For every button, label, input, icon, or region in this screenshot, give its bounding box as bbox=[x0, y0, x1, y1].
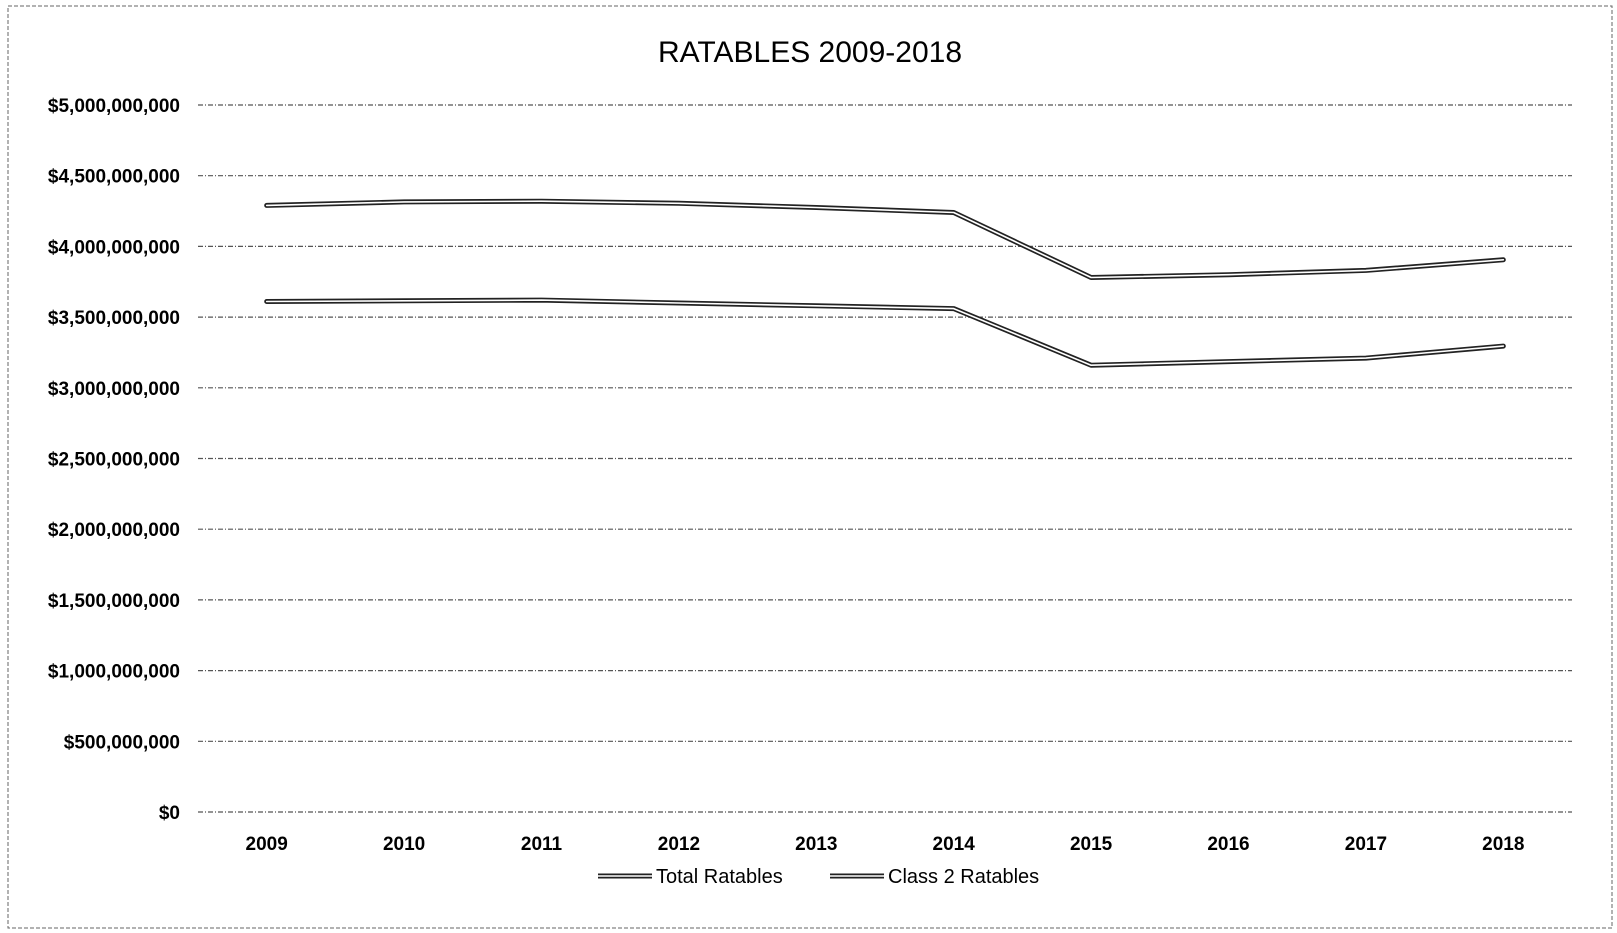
y-tick-label: $5,000,000,000 bbox=[48, 96, 180, 117]
series-line-outer bbox=[264, 198, 1506, 280]
y-tick-label: $3,500,000,000 bbox=[48, 308, 180, 329]
y-tick-label: $0 bbox=[159, 803, 180, 824]
x-tick-label: 2015 bbox=[1070, 834, 1113, 855]
y-tick-label: $4,000,000,000 bbox=[48, 237, 180, 258]
y-tick-label: $2,500,000,000 bbox=[48, 450, 180, 471]
chart-border bbox=[7, 5, 1613, 929]
legend: Total Ratables Class 2 Ratables bbox=[598, 866, 1039, 888]
y-tick-label: $1,500,000,000 bbox=[48, 591, 180, 612]
x-tick-label: 2009 bbox=[246, 834, 288, 855]
y-tick-label: $4,500,000,000 bbox=[48, 167, 180, 188]
gridlines bbox=[198, 104, 1572, 813]
series-line-outer bbox=[264, 297, 1506, 368]
x-tick-label: 2014 bbox=[933, 834, 976, 855]
y-axis-ticks: $0 $500,000,000 $1,000,000,000 $1,500,000,0… bbox=[48, 96, 180, 824]
series-lines bbox=[264, 198, 1506, 368]
x-axis-ticks: 2009 2010 2011 2012 2013 2014 2015 2016 2017 2018 bbox=[246, 834, 1525, 855]
y-tick-label: $2,000,000,000 bbox=[48, 520, 180, 541]
x-tick-label: 2018 bbox=[1482, 834, 1524, 855]
legend-label: Class 2 Ratables bbox=[888, 866, 1039, 888]
x-tick-label: 2011 bbox=[521, 834, 563, 855]
x-tick-label: 2012 bbox=[658, 834, 700, 855]
chart-title: RATABLES 2009-2018 bbox=[658, 36, 962, 69]
y-tick-label: $500,000,000 bbox=[64, 732, 180, 753]
x-tick-label: 2010 bbox=[383, 834, 425, 855]
x-tick-label: 2013 bbox=[795, 834, 837, 855]
series-line-inner bbox=[265, 299, 1505, 367]
legend-label: Total Ratables bbox=[656, 866, 783, 888]
y-tick-label: $1,000,000,000 bbox=[48, 662, 180, 683]
x-tick-label: 2016 bbox=[1207, 834, 1249, 855]
x-tick-label: 2017 bbox=[1345, 834, 1387, 855]
series-line-inner bbox=[265, 200, 1505, 279]
y-tick-label: $3,000,000,000 bbox=[48, 379, 180, 400]
